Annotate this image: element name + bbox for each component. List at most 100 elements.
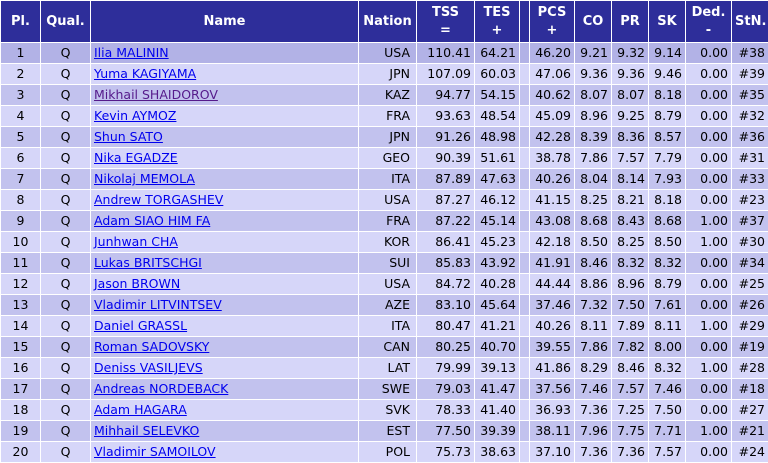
- col-header-place: Pl.: [1, 1, 41, 43]
- cell-name: Junhwan CHA: [91, 232, 359, 253]
- cell-tes: 47.63: [475, 169, 520, 190]
- cell-pr: 8.14: [612, 169, 649, 190]
- cell-nation: ITA: [359, 169, 417, 190]
- cell-sk: 9.14: [649, 43, 686, 64]
- cell-pr: 7.36: [612, 442, 649, 463]
- header-row: Pl. Qual. Name Nation TSS= TES+ PCS+ CO …: [1, 1, 768, 43]
- cell-spacer: [520, 421, 530, 442]
- skater-name-link[interactable]: Junhwan CHA: [94, 234, 178, 249]
- skater-name-link[interactable]: Andreas NORDEBACK: [94, 381, 228, 396]
- col-header-start-number: StN.: [732, 1, 768, 43]
- skater-name-link[interactable]: Lukas BRITSCHGI: [94, 255, 202, 270]
- skater-name-link[interactable]: Ilia MALININ: [94, 45, 169, 60]
- cell-co: 8.29: [575, 358, 612, 379]
- skater-name-link[interactable]: Adam HAGARA: [94, 402, 187, 417]
- cell-ded: 0.00: [686, 169, 732, 190]
- cell-ded: 1.00: [686, 421, 732, 442]
- cell-spacer: [520, 337, 530, 358]
- skater-name-link[interactable]: Mihhail SELEVKO: [94, 423, 199, 438]
- cell-pr: 7.89: [612, 316, 649, 337]
- cell-pcs: 38.11: [530, 421, 575, 442]
- col-header-spacer: [520, 1, 530, 43]
- cell-pcs: 37.10: [530, 442, 575, 463]
- cell-tss: 107.09: [417, 64, 475, 85]
- cell-name: Roman SADOVSKY: [91, 337, 359, 358]
- skater-name-link[interactable]: Adam SIAO HIM FA: [94, 213, 210, 228]
- cell-co: 9.36: [575, 64, 612, 85]
- cell-start-number: #23: [732, 190, 768, 211]
- cell-tss: 80.25: [417, 337, 475, 358]
- skater-name-link[interactable]: Vladimir LITVINTSEV: [94, 297, 222, 312]
- cell-spacer: [520, 358, 530, 379]
- cell-name: Adam HAGARA: [91, 400, 359, 421]
- cell-co: 7.86: [575, 337, 612, 358]
- cell-name: Daniel GRASSL: [91, 316, 359, 337]
- cell-spacer: [520, 106, 530, 127]
- skater-name-link[interactable]: Kevin AYMOZ: [94, 108, 176, 123]
- skater-name-link[interactable]: Vladimir SAMOILOV: [94, 444, 216, 459]
- cell-co: 8.39: [575, 127, 612, 148]
- col-header-pcs: PCS+: [530, 1, 575, 43]
- cell-pcs: 37.46: [530, 295, 575, 316]
- skater-name-link[interactable]: Shun SATO: [94, 129, 163, 144]
- cell-start-number: #18: [732, 379, 768, 400]
- cell-pcs: 39.55: [530, 337, 575, 358]
- skater-name-link[interactable]: Daniel GRASSL: [94, 318, 187, 333]
- skater-name-link[interactable]: Nika EGADZE: [94, 150, 178, 165]
- cell-co: 7.46: [575, 379, 612, 400]
- cell-sk: 7.71: [649, 421, 686, 442]
- cell-tes: 64.21: [475, 43, 520, 64]
- cell-ded: 0.00: [686, 337, 732, 358]
- cell-place: 4: [1, 106, 41, 127]
- cell-start-number: #37: [732, 211, 768, 232]
- cell-tss: 90.39: [417, 148, 475, 169]
- cell-nation: KOR: [359, 232, 417, 253]
- cell-place: 14: [1, 316, 41, 337]
- cell-pcs: 40.62: [530, 85, 575, 106]
- cell-sk: 8.68: [649, 211, 686, 232]
- cell-nation: SUI: [359, 253, 417, 274]
- skater-name-link[interactable]: Roman SADOVSKY: [94, 339, 209, 354]
- cell-spacer: [520, 253, 530, 274]
- cell-tss: 91.26: [417, 127, 475, 148]
- cell-pcs: 40.26: [530, 169, 575, 190]
- cell-ded: 0.00: [686, 85, 732, 106]
- skater-name-link[interactable]: Mikhail SHAIDOROV: [94, 87, 218, 102]
- cell-name: Andreas NORDEBACK: [91, 379, 359, 400]
- cell-nation: USA: [359, 190, 417, 211]
- cell-ded: 1.00: [686, 232, 732, 253]
- skater-name-link[interactable]: Jason BROWN: [94, 276, 180, 291]
- cell-spacer: [520, 85, 530, 106]
- cell-spacer: [520, 442, 530, 463]
- cell-spacer: [520, 295, 530, 316]
- cell-tes: 60.03: [475, 64, 520, 85]
- cell-pr: 7.50: [612, 295, 649, 316]
- col-header-pr: PR: [612, 1, 649, 43]
- cell-ded: 0.00: [686, 274, 732, 295]
- skater-name-link[interactable]: Deniss VASILJEVS: [94, 360, 203, 375]
- skater-name-link[interactable]: Yuma KAGIYAMA: [94, 66, 196, 81]
- cell-tss: 86.41: [417, 232, 475, 253]
- cell-pr: 7.75: [612, 421, 649, 442]
- cell-pr: 9.36: [612, 64, 649, 85]
- cell-co: 7.96: [575, 421, 612, 442]
- cell-nation: POL: [359, 442, 417, 463]
- cell-tss: 80.47: [417, 316, 475, 337]
- cell-ded: 0.00: [686, 379, 732, 400]
- skater-name-link[interactable]: Andrew TORGASHEV: [94, 192, 223, 207]
- skater-name-link[interactable]: Nikolaj MEMOLA: [94, 171, 195, 186]
- cell-qualification: Q: [41, 43, 91, 64]
- cell-tes: 41.40: [475, 400, 520, 421]
- cell-pr: 7.57: [612, 148, 649, 169]
- cell-start-number: #19: [732, 337, 768, 358]
- cell-tss: 93.63: [417, 106, 475, 127]
- cell-place: 1: [1, 43, 41, 64]
- cell-name: Vladimir LITVINTSEV: [91, 295, 359, 316]
- cell-nation: EST: [359, 421, 417, 442]
